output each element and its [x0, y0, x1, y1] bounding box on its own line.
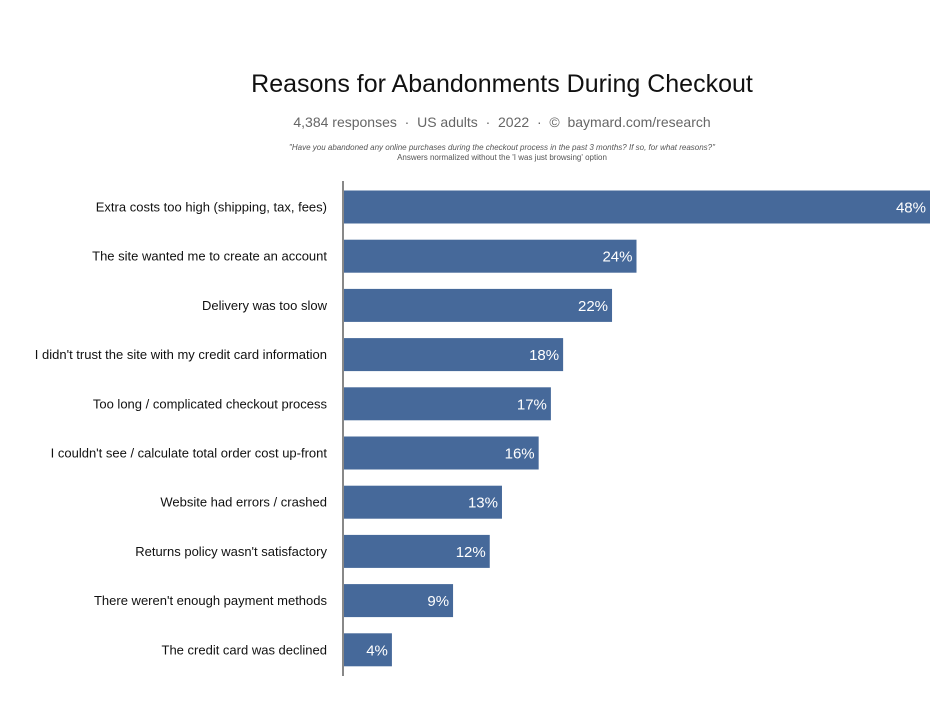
category-label: Delivery was too slow: [202, 298, 328, 313]
bar: [343, 288, 613, 322]
category-label: Extra costs too high (shipping, tax, fee…: [96, 200, 327, 215]
category-label: Returns policy wasn't satisfactory: [135, 544, 327, 559]
category-label: Website had errors / crashed: [160, 495, 327, 510]
category-label: I couldn't see / calculate total order c…: [51, 446, 328, 461]
bar: [343, 534, 490, 568]
data-label: 12%: [456, 544, 486, 561]
data-label: 16%: [505, 446, 535, 463]
bar: [343, 584, 454, 618]
data-label: 24%: [602, 249, 632, 266]
bar: [343, 633, 392, 667]
category-label: The credit card was declined: [162, 642, 327, 657]
bar: [343, 436, 539, 470]
data-label: 48%: [896, 200, 926, 217]
category-label: There weren't enough payment methods: [94, 593, 328, 608]
category-label: I didn't trust the site with my credit c…: [35, 347, 327, 362]
data-label: 22%: [578, 298, 608, 315]
chart-subtitle: 4,384 responses · US adults · 2022 · © b…: [293, 114, 711, 130]
bar: [343, 338, 564, 372]
category-label: The site wanted me to create an account: [92, 249, 327, 264]
data-label: 17%: [517, 396, 547, 413]
bar: [343, 239, 637, 273]
data-label: 18%: [529, 347, 559, 364]
bar: [343, 387, 551, 421]
survey-question: "Have you abandoned any online purchases…: [289, 143, 715, 152]
chart-note: Answers normalized without the 'I was ju…: [397, 153, 607, 162]
data-label: 4%: [366, 642, 388, 659]
category-label: Too long / complicated checkout process: [93, 396, 328, 411]
bar: [343, 190, 930, 224]
data-label: 13%: [468, 495, 498, 512]
bar: [343, 485, 502, 519]
chart-title: Reasons for Abandonments During Checkout: [251, 70, 753, 98]
data-label: 9%: [427, 593, 449, 610]
